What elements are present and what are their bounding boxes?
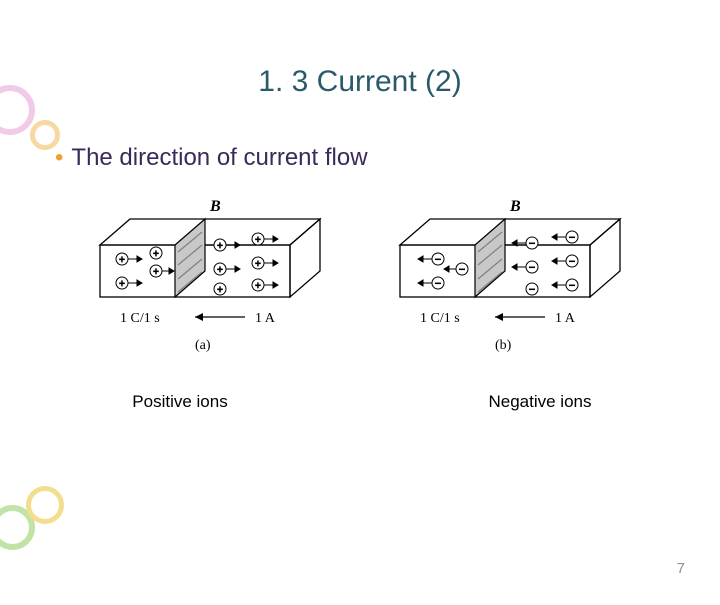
bullet-text: The direction of current flow: [71, 144, 367, 171]
svg-text:+: +: [255, 259, 261, 270]
cross-label-right: 1 A: [555, 311, 576, 326]
caption-negative: Negative ions: [360, 392, 720, 412]
svg-text:−: −: [529, 262, 535, 274]
svg-text:+: +: [217, 285, 223, 296]
svg-text:−: −: [459, 264, 465, 276]
svg-text:−: −: [569, 256, 575, 268]
svg-text:−: −: [529, 284, 535, 296]
sub-label: (b): [495, 338, 512, 353]
cross-label-left: 1 C/1 s: [420, 311, 460, 326]
figure-negative-ions: B − − − −: [380, 197, 640, 357]
svg-text:+: +: [153, 267, 159, 278]
svg-text:+: +: [119, 255, 125, 266]
svg-text:+: +: [217, 265, 223, 276]
svg-text:−: −: [569, 232, 575, 244]
bullet-item: • The direction of current flow: [55, 144, 720, 172]
figure-positive-ions: B + +: [80, 197, 340, 357]
svg-text:+: +: [255, 281, 261, 292]
svg-text:+: +: [255, 235, 261, 246]
field-label: B: [209, 198, 221, 215]
svg-text:+: +: [153, 249, 159, 260]
svg-text:+: +: [119, 279, 125, 290]
caption-positive: Positive ions: [0, 392, 360, 412]
figure-row: B + +: [0, 197, 720, 357]
svg-text:−: −: [569, 280, 575, 292]
decorative-balloon: [0, 505, 35, 550]
decorative-balloon: [30, 120, 60, 150]
field-label: B: [509, 198, 521, 215]
svg-text:+: +: [217, 241, 223, 252]
svg-text:−: −: [435, 254, 441, 266]
diagram-positive: B + +: [80, 197, 340, 357]
cross-label-right: 1 A: [255, 311, 276, 326]
cross-label-left: 1 C/1 s: [120, 311, 160, 326]
bullet-dot-icon: •: [55, 144, 63, 171]
caption-row: Positive ions Negative ions: [0, 392, 720, 412]
svg-text:−: −: [435, 278, 441, 290]
svg-text:−: −: [529, 238, 535, 250]
sub-label: (a): [195, 338, 211, 353]
page-number: 7: [677, 560, 685, 577]
slide-title: 1. 3 Current (2): [0, 65, 720, 99]
diagram-negative: B − − − −: [380, 197, 640, 357]
